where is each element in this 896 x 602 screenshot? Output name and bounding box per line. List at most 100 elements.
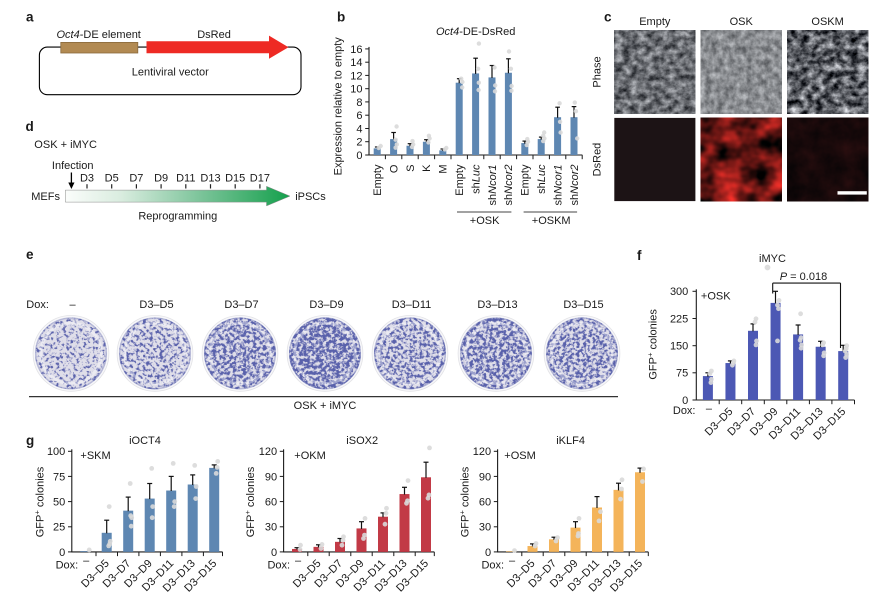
svg-text:a: a bbox=[26, 10, 34, 25]
svg-text:8: 8 bbox=[356, 97, 362, 109]
svg-text:150: 150 bbox=[670, 341, 688, 353]
svg-text:14: 14 bbox=[350, 57, 362, 69]
svg-text:50: 50 bbox=[53, 497, 65, 509]
svg-text:iMYC: iMYC bbox=[759, 253, 786, 265]
svg-text:30: 30 bbox=[479, 522, 491, 534]
svg-text:DsRed: DsRed bbox=[592, 143, 604, 177]
svg-text:0: 0 bbox=[59, 547, 65, 559]
svg-text:D3–D15: D3–D15 bbox=[563, 299, 603, 311]
svg-text:300: 300 bbox=[670, 286, 688, 298]
svg-text:16: 16 bbox=[350, 44, 362, 56]
svg-text:–: – bbox=[295, 555, 302, 567]
svg-text:D13: D13 bbox=[200, 172, 220, 184]
svg-text:90: 90 bbox=[479, 471, 491, 483]
svg-text:D11: D11 bbox=[176, 172, 195, 184]
svg-text:Reprogramming: Reprogramming bbox=[138, 210, 217, 222]
svg-text:–: – bbox=[509, 555, 516, 567]
svg-text:D3–D11: D3–D11 bbox=[392, 299, 432, 311]
svg-text:GFP+ colonies: GFP+ colonies bbox=[32, 466, 47, 537]
svg-text:Lentiviral vector: Lentiviral vector bbox=[132, 66, 209, 78]
svg-text:c: c bbox=[604, 10, 612, 25]
svg-text:90: 90 bbox=[265, 471, 277, 483]
svg-text:GFP+ colonies: GFP+ colonies bbox=[243, 466, 258, 537]
svg-text:iPSCs: iPSCs bbox=[295, 191, 326, 203]
svg-text:Oct4-DE-DsRed: Oct4-DE-DsRed bbox=[436, 26, 515, 38]
svg-text:Empty: Empty bbox=[454, 164, 466, 196]
svg-text:+OKM: +OKM bbox=[294, 450, 325, 462]
svg-text:Empty: Empty bbox=[639, 16, 671, 28]
svg-text:shNcor1: shNcor1 bbox=[552, 165, 564, 206]
svg-text:b: b bbox=[337, 10, 345, 25]
svg-text:0: 0 bbox=[485, 547, 491, 559]
svg-text:OSK: OSK bbox=[730, 16, 754, 28]
svg-text:–: – bbox=[706, 403, 713, 415]
svg-text:120: 120 bbox=[473, 446, 491, 458]
svg-text:10: 10 bbox=[350, 84, 362, 96]
svg-text:D3: D3 bbox=[80, 172, 94, 184]
svg-text:60: 60 bbox=[479, 497, 491, 509]
svg-text:225: 225 bbox=[670, 313, 688, 325]
svg-text:0: 0 bbox=[682, 395, 688, 407]
svg-text:d: d bbox=[26, 119, 34, 134]
svg-text:6: 6 bbox=[356, 110, 362, 122]
svg-text:+OSK: +OSK bbox=[470, 215, 500, 227]
svg-text:Dox:: Dox: bbox=[26, 299, 49, 311]
svg-text:O: O bbox=[388, 164, 400, 173]
svg-text:M: M bbox=[438, 165, 450, 174]
svg-text:iKLF4: iKLF4 bbox=[556, 435, 585, 447]
svg-text:f: f bbox=[637, 248, 642, 263]
svg-text:OSK + iMYC: OSK + iMYC bbox=[294, 400, 357, 412]
svg-text:60: 60 bbox=[265, 497, 277, 509]
svg-text:DsRed: DsRed bbox=[197, 29, 231, 41]
svg-text:Empty: Empty bbox=[520, 164, 532, 196]
svg-text:Phase: Phase bbox=[592, 56, 604, 87]
svg-text:e: e bbox=[26, 247, 34, 262]
svg-text:D15: D15 bbox=[225, 172, 245, 184]
svg-text:–: – bbox=[83, 555, 90, 567]
svg-text:12: 12 bbox=[350, 70, 362, 82]
svg-text:D17: D17 bbox=[250, 172, 270, 184]
svg-text:75: 75 bbox=[53, 471, 65, 483]
svg-text:GFP+ colonies: GFP+ colonies bbox=[645, 309, 660, 380]
svg-text:25: 25 bbox=[53, 522, 65, 534]
svg-text:K: K bbox=[421, 164, 433, 172]
svg-text:GFP+ colonies: GFP+ colonies bbox=[457, 466, 472, 537]
svg-text:4: 4 bbox=[356, 123, 362, 135]
svg-text:Expression relative to empty: Expression relative to empty bbox=[332, 37, 344, 176]
svg-text:–: – bbox=[69, 299, 76, 311]
svg-text:P = 0.018: P = 0.018 bbox=[780, 271, 827, 283]
svg-text:0: 0 bbox=[356, 150, 362, 162]
svg-text:+OSK: +OSK bbox=[701, 291, 731, 303]
svg-text:S: S bbox=[405, 165, 417, 172]
svg-text:shNcor2: shNcor2 bbox=[503, 165, 515, 206]
svg-text:shNcor2: shNcor2 bbox=[569, 165, 581, 206]
svg-text:OSK + iMYC: OSK + iMYC bbox=[34, 139, 97, 151]
svg-text:D7: D7 bbox=[129, 172, 143, 184]
svg-text:shLuc: shLuc bbox=[536, 164, 548, 194]
svg-text:Dox:: Dox: bbox=[673, 405, 696, 417]
svg-text:Dox:: Dox: bbox=[267, 559, 290, 571]
svg-text:D3–D9: D3–D9 bbox=[309, 299, 343, 311]
svg-text:shLuc: shLuc bbox=[470, 164, 482, 194]
svg-text:MEFs: MEFs bbox=[31, 191, 60, 203]
svg-text:+OSM: +OSM bbox=[504, 450, 535, 462]
svg-text:D9: D9 bbox=[154, 172, 168, 184]
svg-text:75: 75 bbox=[676, 368, 688, 380]
svg-text:iOCT4: iOCT4 bbox=[129, 435, 161, 447]
svg-text:100: 100 bbox=[47, 446, 65, 458]
svg-text:Dox:: Dox: bbox=[481, 559, 504, 571]
svg-text:2: 2 bbox=[356, 137, 362, 149]
svg-text:g: g bbox=[26, 433, 34, 448]
svg-text:iSOX2: iSOX2 bbox=[346, 435, 378, 447]
svg-text:0: 0 bbox=[271, 547, 277, 559]
svg-text:Infection: Infection bbox=[52, 160, 94, 172]
svg-text:120: 120 bbox=[259, 446, 277, 458]
svg-text:D3–D13: D3–D13 bbox=[477, 299, 517, 311]
svg-text:Oct4-DE element: Oct4-DE element bbox=[57, 29, 141, 41]
svg-text:D5: D5 bbox=[105, 172, 119, 184]
svg-text:OSKM: OSKM bbox=[811, 16, 843, 28]
svg-text:+OSKM: +OSKM bbox=[532, 215, 571, 227]
svg-text:D3–D7: D3–D7 bbox=[224, 299, 258, 311]
svg-text:+SKM: +SKM bbox=[80, 450, 110, 462]
svg-text:Dox:: Dox: bbox=[56, 559, 79, 571]
